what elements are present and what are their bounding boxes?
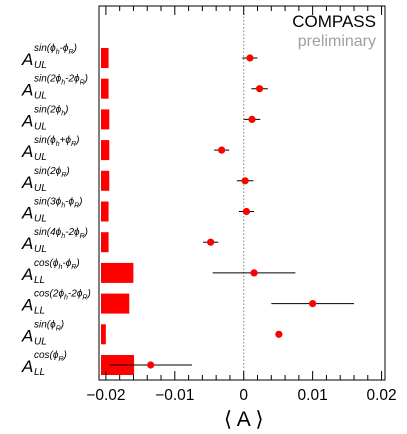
systematic-bar: [101, 293, 130, 314]
systematic-bar: [101, 78, 109, 99]
row-label: A UL sin(2ϕR): [21, 166, 70, 194]
row-label: A UL sin(ϕh+ϕR): [21, 135, 79, 163]
plot-frame-group: [98, 5, 386, 381]
label-symbol: A: [21, 204, 33, 223]
row-label: A LL cos(ϕh-ϕR): [21, 258, 80, 286]
label-symbol: A: [21, 111, 33, 130]
label-superscript: cos(ϕR): [34, 350, 67, 363]
label-symbol: A: [21, 234, 33, 253]
row-label: A UL sin(ϕh-ϕR): [21, 43, 77, 71]
label-symbol: A: [21, 326, 33, 345]
label-subscript: LL: [34, 367, 45, 378]
systematic-bar: [101, 140, 110, 161]
row-label: A UL sin(2ϕh-2ϕR): [21, 74, 88, 102]
label-superscript: sin(2ϕh-2ϕR): [34, 74, 88, 87]
data-point: [147, 361, 155, 369]
data-point: [309, 300, 317, 308]
label-subscript: UL: [34, 60, 47, 71]
label-symbol: A: [21, 142, 33, 161]
x-axis-title: ⟨ A ⟩: [224, 408, 264, 431]
label-symbol: A: [21, 173, 33, 192]
systematic-bar: [101, 48, 109, 68]
data-points-group: [147, 54, 317, 369]
label-superscript: sin(2ϕh): [34, 104, 69, 117]
uncertainty-group: [109, 57, 354, 366]
systematic-bar: [101, 109, 110, 130]
data-point: [241, 177, 249, 185]
row-label: A UL sin(3ϕh-ϕR): [21, 197, 82, 225]
label-subscript: LL: [34, 275, 45, 286]
label-subscript: UL: [34, 121, 47, 132]
x-tick-label: 0.01: [298, 387, 328, 404]
data-point: [246, 54, 254, 62]
label-symbol: A: [21, 357, 33, 376]
row-label: A LL cos(ϕR): [21, 350, 67, 378]
x-axis: −0.02 −0.01 0 0.01 0.02: [86, 6, 397, 404]
label-superscript: cos(2ϕh-2ϕR): [34, 289, 91, 302]
label-symbol: A: [21, 265, 33, 284]
label-subscript: UL: [34, 91, 47, 102]
x-tick-label: −0.01: [155, 387, 194, 404]
data-point: [207, 238, 215, 246]
label-superscript: sin(ϕh-ϕR): [34, 43, 77, 56]
label-subscript: UL: [34, 244, 47, 255]
label-superscript: cos(ϕh-ϕR): [34, 258, 80, 271]
label-subscript: UL: [34, 183, 47, 194]
label-subscript: UL: [34, 336, 47, 347]
label-superscript: sin(2ϕR): [34, 166, 70, 179]
label-symbol: A: [21, 50, 33, 69]
data-point: [255, 85, 264, 93]
label-subscript: LL: [34, 306, 45, 317]
systematic-bar: [101, 262, 134, 283]
label-symbol: A: [21, 296, 33, 315]
label-subscript: UL: [34, 214, 47, 225]
plot-frame: [98, 5, 386, 381]
label-superscript: sin(ϕR): [34, 319, 64, 332]
x-tick-label: 0: [239, 387, 248, 404]
label-subscript: UL: [34, 152, 47, 163]
label-superscript: sin(4ϕh-2ϕR): [34, 227, 88, 240]
preliminary-label: preliminary: [298, 33, 376, 50]
row-label: A UL sin(4ϕh-2ϕR): [21, 227, 88, 255]
data-point: [218, 146, 226, 154]
collaboration-label: COMPASS: [292, 12, 376, 31]
systematic-bar: [101, 232, 109, 253]
data-point: [248, 115, 256, 123]
label-superscript: sin(ϕh+ϕR): [34, 135, 79, 148]
label-superscript: sin(3ϕh-ϕR): [34, 197, 82, 210]
error-bars-group: [101, 48, 135, 375]
row-label: A LL cos(2ϕh-2ϕR): [21, 289, 91, 317]
systematic-bar: [101, 170, 110, 191]
systematic-bar: [101, 201, 109, 222]
x-tick-label: −0.02: [86, 387, 125, 404]
data-point: [242, 207, 251, 216]
data-point: [275, 330, 283, 338]
systematic-bar: [101, 324, 106, 345]
row-label: A UL sin(ϕR): [21, 319, 64, 347]
row-label: A UL sin(2ϕh): [21, 104, 69, 132]
x-tick-label: 0.02: [366, 387, 396, 404]
label-symbol: A: [21, 81, 33, 100]
data-point: [250, 269, 258, 277]
